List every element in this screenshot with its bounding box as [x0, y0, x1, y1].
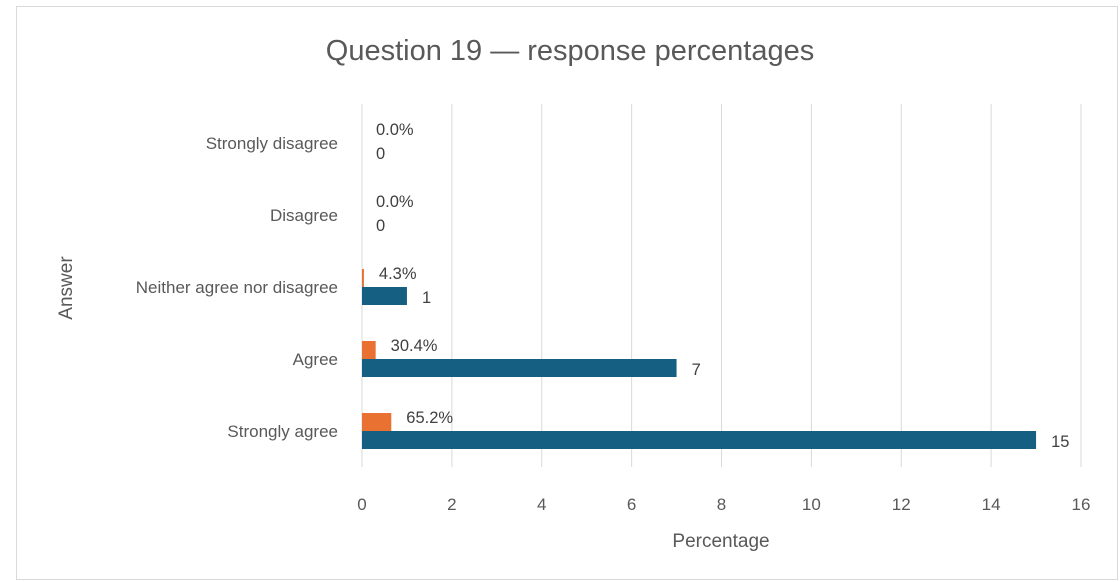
percentage-label: 0.0% [376, 193, 414, 211]
x-tick-label: 8 [717, 495, 726, 514]
percentage-bar [362, 413, 392, 431]
category-label: Disagree [270, 206, 338, 225]
x-tick-label: 10 [802, 495, 821, 514]
category-label: Agree [293, 350, 338, 369]
percentage-label: 0.0% [376, 121, 414, 139]
bars [362, 269, 1037, 449]
percentage-label: 30.4% [391, 337, 438, 355]
count-bar [362, 287, 407, 305]
count-label: 7 [692, 361, 701, 379]
x-tick-label: 0 [357, 495, 366, 514]
chart-frame [16, 6, 1118, 580]
count-bar [362, 359, 677, 377]
x-tick-label: 4 [537, 495, 546, 514]
count-bar [362, 431, 1037, 449]
chart-title: Question 19 — response percentages [326, 35, 814, 67]
count-label: 15 [1051, 433, 1069, 451]
percentage-bar [362, 269, 364, 287]
count-label: 0 [376, 217, 385, 235]
x-tick-label: 16 [1072, 495, 1091, 514]
x-tick-labels: 0 2 4 6 8 10 12 14 16 [357, 495, 1090, 514]
x-tick-label: 6 [627, 495, 636, 514]
x-tick-label: 14 [982, 495, 1001, 514]
count-label: 1 [422, 289, 431, 307]
percentage-label: 4.3% [379, 265, 417, 283]
x-tick-label: 12 [892, 495, 911, 514]
category-label: Strongly disagree [206, 134, 338, 153]
x-tick-label: 2 [447, 495, 456, 514]
category-label: Neither agree nor disagree [136, 278, 338, 297]
count-label: 0 [376, 145, 385, 163]
category-label: Strongly agree [227, 422, 338, 441]
category-labels: Strongly disagree Disagree Neither agree n… [136, 134, 338, 441]
percentage-label: 65.2% [406, 409, 453, 427]
y-axis-title: Answer [56, 256, 77, 320]
gridlines [361, 104, 1082, 467]
percentage-bar [362, 341, 376, 359]
x-axis-title: Percentage [672, 531, 769, 552]
data-labels: 0.0% 0.0% 4.3% 30.4% 65.2% 0 0 1 7 15 [376, 121, 1069, 451]
